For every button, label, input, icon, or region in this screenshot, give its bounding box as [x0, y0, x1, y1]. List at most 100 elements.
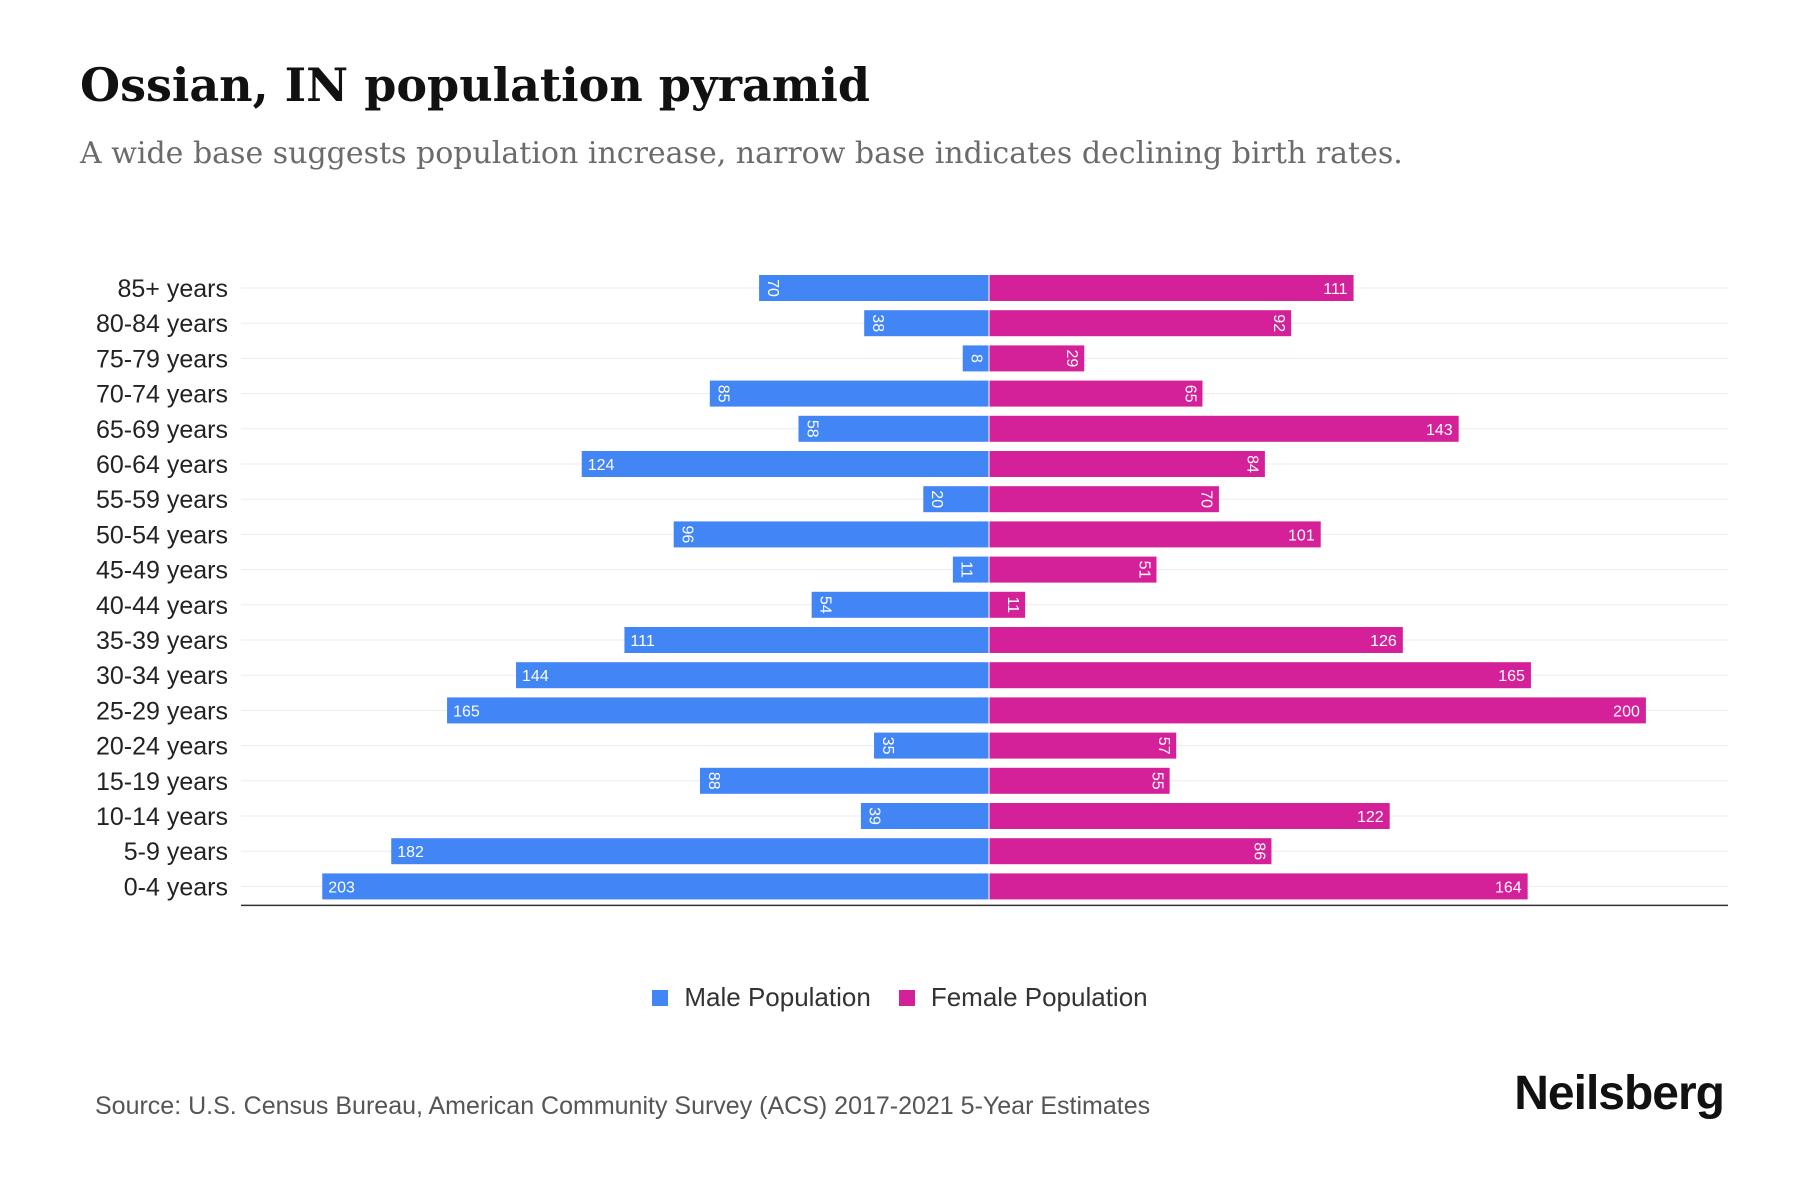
bar-female: [989, 873, 1528, 900]
data-label-male: 144: [522, 668, 549, 685]
bar-male: [798, 415, 989, 442]
chart-subtitle: A wide base suggests population increase…: [80, 136, 1403, 171]
y-tick-label: 70-74 years: [96, 381, 228, 409]
y-tick-label: 25-29 years: [96, 697, 228, 725]
bar-male: [447, 697, 990, 724]
legend-item-female: Female Population: [898, 982, 1148, 1013]
data-label-male: 70: [764, 279, 781, 297]
data-label-male: 11: [958, 561, 975, 578]
data-label-male: 182: [397, 844, 424, 861]
y-tick-label: 0-4 years: [124, 873, 228, 901]
y-tick-label: 85+ years: [118, 275, 229, 303]
bar-male: [923, 486, 989, 513]
legend-swatch-male: [652, 989, 669, 1006]
data-label-female: 200: [1613, 703, 1640, 720]
data-label-female: 92: [1270, 314, 1287, 332]
data-label-female: 126: [1370, 633, 1397, 650]
data-label-female: 143: [1426, 422, 1453, 439]
data-label-male: 8: [967, 354, 984, 363]
bar-female: [989, 697, 1646, 724]
bar-female: [989, 591, 1026, 618]
data-label-male: 124: [588, 457, 615, 474]
y-tick-label: 65-69 years: [96, 416, 228, 444]
bar-male: [581, 451, 989, 477]
bar-male: [811, 591, 989, 618]
data-label-female: 164: [1495, 879, 1522, 896]
bar-female: [989, 310, 1292, 337]
bar-female: [989, 627, 1403, 653]
bar-female: [989, 486, 1219, 513]
source-note: Source: U.S. Census Bureau, American Com…: [95, 1092, 1151, 1120]
bar-female: [989, 556, 1157, 583]
bar-male: [874, 732, 989, 759]
bar-male: [699, 767, 989, 794]
data-label-male: 111: [630, 633, 654, 650]
data-label-female: 86: [1250, 842, 1267, 860]
data-label-female: 70: [1198, 490, 1215, 508]
data-label-female: 84: [1244, 455, 1261, 473]
y-tick-label: 10-14 years: [96, 803, 228, 831]
bar-male: [952, 556, 989, 583]
bar-female: [989, 803, 1390, 829]
bar-male: [322, 873, 989, 900]
bar-female: [989, 451, 1265, 477]
bar-male: [962, 345, 989, 372]
data-label-male: 203: [328, 879, 355, 896]
data-label-female: 11: [1004, 596, 1021, 613]
legend-label-male: Male Population: [684, 982, 871, 1012]
legend-item-male: Male Population: [652, 982, 871, 1013]
bar-female: [989, 732, 1177, 759]
bar-female: [989, 521, 1321, 548]
bar-male: [624, 627, 989, 653]
y-tick-label: 35-39 years: [96, 627, 228, 655]
bar-female: [989, 345, 1085, 372]
data-label-male: 35: [879, 737, 896, 755]
y-tick-label: 20-24 years: [96, 733, 228, 761]
population-pyramid-chart: 85+ years 70 111 80-84 years 38 92 75-79 years…: [96, 273, 1728, 907]
data-label-male: 20: [928, 490, 945, 508]
bar-male: [391, 838, 990, 865]
data-label-female: 101: [1288, 527, 1315, 544]
data-label-male: 38: [869, 314, 886, 332]
y-tick-label: 15-19 years: [96, 768, 228, 796]
y-tick-label: 45-49 years: [96, 557, 228, 585]
data-label-female: 55: [1148, 772, 1165, 790]
data-label-male: 88: [705, 772, 722, 790]
data-label-female: 65: [1181, 385, 1198, 403]
data-label-female: 165: [1498, 668, 1525, 685]
y-tick-label: 40-44 years: [96, 592, 228, 620]
data-label-female: 57: [1155, 737, 1172, 755]
bar-male: [860, 803, 989, 829]
bar-female: [989, 275, 1354, 301]
data-label-female: 29: [1063, 350, 1080, 368]
bar-male: [516, 662, 989, 689]
y-tick-label: 55-59 years: [96, 486, 228, 514]
bar-male: [673, 521, 989, 548]
data-label-female: 111: [1323, 281, 1347, 298]
chart-legend: Male Population Female Population: [0, 982, 1800, 1013]
legend-swatch-female: [898, 989, 915, 1006]
bar-female: [989, 662, 1531, 689]
bar-female: [989, 767, 1170, 794]
bar-male: [864, 310, 989, 337]
legend-label-female: Female Population: [930, 982, 1148, 1012]
data-label-male: 54: [816, 596, 833, 614]
data-label-female: 51: [1135, 561, 1152, 579]
y-tick-label: 5-9 years: [124, 838, 228, 866]
bar-female: [989, 380, 1203, 407]
bar-male: [759, 275, 989, 301]
data-label-male: 165: [453, 703, 480, 720]
data-label-female: 122: [1357, 809, 1384, 826]
y-tick-label: 30-34 years: [96, 662, 228, 690]
chart-title: Ossian, IN population pyramid: [80, 58, 871, 112]
bar-male: [709, 380, 989, 407]
data-label-male: 96: [678, 526, 695, 544]
y-tick-label: 50-54 years: [96, 521, 228, 549]
y-tick-label: 60-64 years: [96, 451, 228, 479]
y-tick-label: 75-79 years: [96, 345, 228, 373]
bar-female: [989, 838, 1272, 865]
y-tick-label: 80-84 years: [96, 310, 228, 338]
bar-female: [989, 415, 1459, 442]
data-label-male: 85: [715, 385, 732, 403]
data-label-male: 58: [803, 420, 820, 438]
